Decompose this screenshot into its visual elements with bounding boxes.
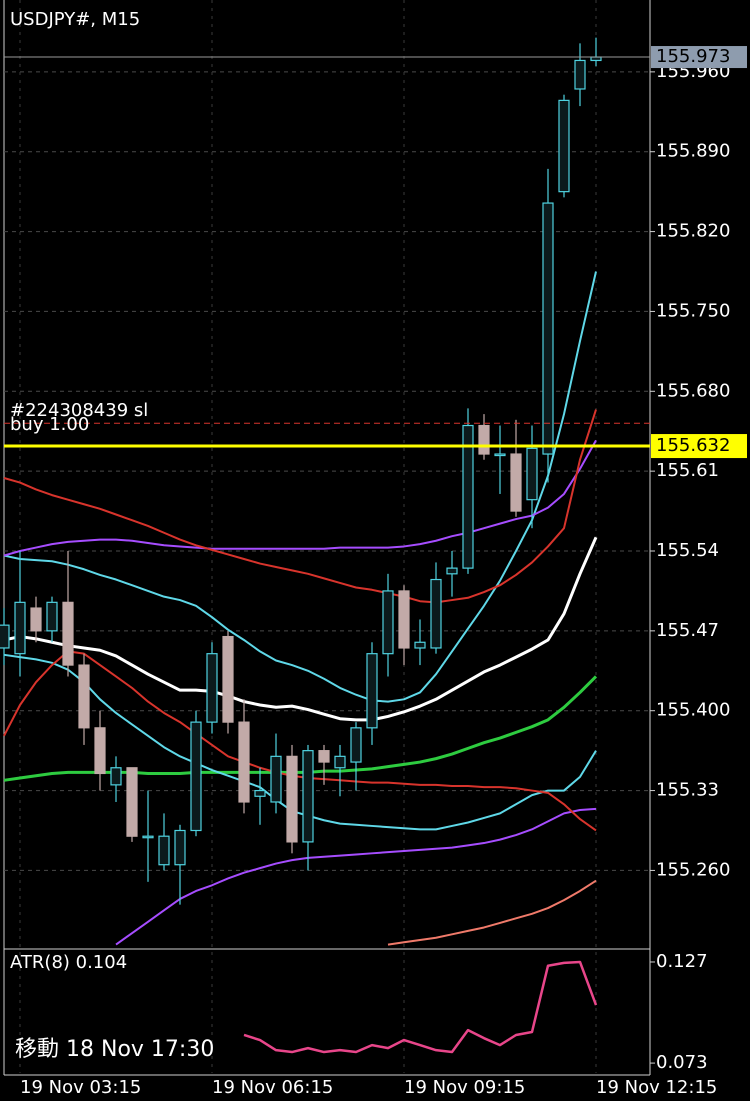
x-tick-label: 19 Nov 06:15 — [212, 1077, 333, 1098]
chart-title: USDJPY#, M15 — [10, 9, 140, 30]
candle-body — [286, 755, 298, 843]
order-price-label: 155.632 — [656, 435, 730, 456]
candle-body — [478, 424, 490, 455]
candle-body — [414, 641, 426, 649]
candle-body — [494, 453, 506, 457]
candle-body — [366, 653, 378, 729]
candle-body — [574, 59, 586, 90]
atr-line — [243, 960, 598, 1054]
candle-body — [222, 635, 234, 723]
indicator-line — [387, 879, 597, 946]
candle-body — [14, 601, 26, 655]
x-tick-label: 19 Nov 12:15 — [596, 1077, 717, 1098]
x-tick-label: 19 Nov 03:15 — [20, 1077, 141, 1098]
candle-body — [142, 835, 154, 839]
candle-body — [510, 453, 522, 512]
candle-body — [558, 99, 570, 193]
y-tick-label: 155.61 — [656, 460, 719, 481]
candle-body — [350, 727, 362, 763]
candle-body — [94, 727, 106, 775]
y-tick-label: 155.47 — [656, 620, 719, 641]
candle-body — [446, 567, 458, 575]
indicator-line — [3, 536, 598, 722]
indicator-line — [3, 271, 597, 703]
candle-body — [174, 829, 186, 866]
candle-body — [158, 835, 170, 866]
y-tick-label: 155.400 — [656, 700, 730, 721]
y-tick-label: 155.260 — [656, 859, 730, 880]
candle-body — [382, 590, 394, 655]
candle-body — [254, 789, 266, 797]
labels: 155.260 155.33 155.400 155.47 155.54 155.61 15… — [10, 46, 747, 1098]
current-price-box — [651, 46, 747, 69]
candle-body — [46, 601, 58, 632]
y-tick-label: 155.54 — [656, 540, 719, 561]
candle-body — [270, 755, 282, 803]
y-tick-label: 0.073 — [656, 1052, 708, 1073]
candle-body — [238, 721, 250, 803]
candle-body — [110, 767, 122, 786]
annotation: 移動 18 Nov 17:30 — [15, 1037, 214, 1062]
y-tick-label: 0.127 — [656, 951, 708, 972]
candle-body — [590, 56, 602, 62]
atr-title: ATR(8) 0.104 — [10, 952, 127, 973]
y-tick-label: 155.680 — [656, 380, 730, 401]
y-tick-label: 155.750 — [656, 300, 730, 321]
candle-body — [526, 447, 538, 501]
indicator-line — [115, 807, 597, 946]
order-label: #224308439 sl — [10, 400, 148, 421]
order-label: buy 1.00 — [10, 414, 89, 435]
candle-body — [430, 578, 442, 649]
order-price-box — [651, 434, 747, 459]
candle-body — [78, 664, 90, 729]
candle-body — [302, 750, 314, 843]
candle-body — [190, 721, 202, 832]
current-price-label: 155.973 — [656, 46, 730, 67]
candle-body — [126, 767, 138, 837]
candle-body — [0, 624, 10, 649]
indicator-line — [3, 409, 597, 604]
candle-body — [30, 607, 42, 632]
candle-body — [334, 755, 346, 769]
candle-body — [62, 601, 74, 666]
x-tick-label: 19 Nov 09:15 — [404, 1077, 525, 1098]
indicator-line — [3, 653, 597, 831]
candle-body — [206, 653, 218, 723]
candle-body — [542, 202, 554, 455]
y-tick-label: 155.33 — [656, 780, 719, 801]
marks — [0, 37, 650, 1054]
candle-body — [398, 590, 410, 649]
candle-body — [318, 750, 330, 763]
y-tick-label: 155.820 — [656, 221, 730, 242]
indicator-line — [3, 439, 597, 557]
y-tick-label: 155.890 — [656, 141, 730, 162]
candle-body — [462, 424, 474, 569]
indicator-line — [3, 650, 597, 832]
